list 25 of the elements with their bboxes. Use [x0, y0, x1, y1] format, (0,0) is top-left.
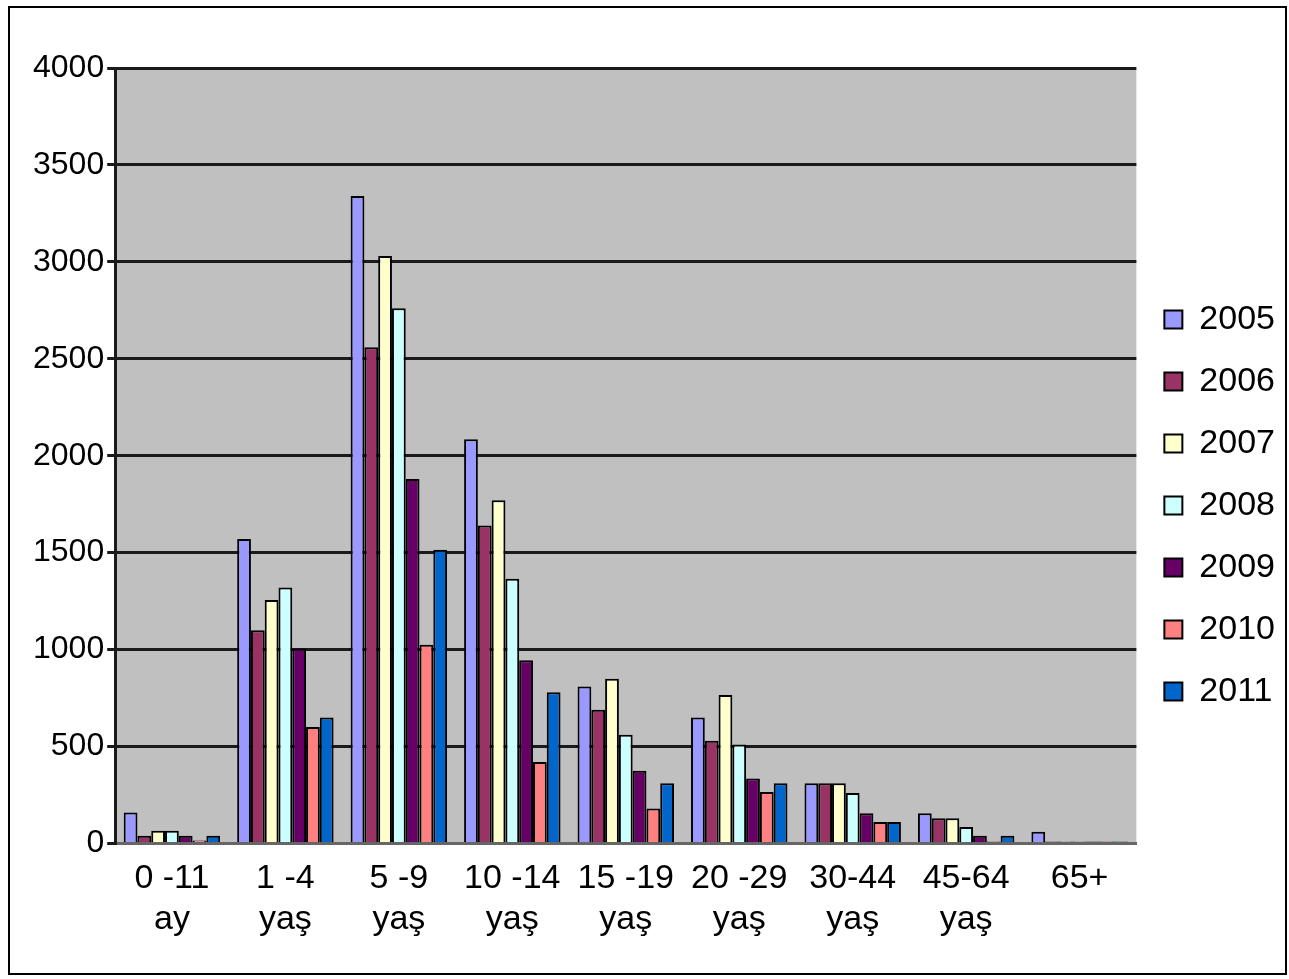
legend-label: 2005: [1199, 297, 1275, 336]
legend-label: 2009: [1199, 545, 1275, 584]
legend-label: 2006: [1199, 359, 1275, 398]
x-tick-label: 15 -19 yaş: [577, 857, 674, 936]
x-tick-label: 20 -29 yaş: [691, 857, 788, 936]
x-tick-label: 5 -9 yaş: [369, 857, 429, 936]
x-tick-label: 0 -11 ay: [134, 857, 210, 936]
y-tick-label: 3000: [33, 241, 105, 278]
y-tick-label: 1500: [33, 532, 105, 569]
legend-label: 2011: [1199, 669, 1273, 708]
legend-label: 2007: [1199, 421, 1275, 460]
x-tick-label: 65+: [1050, 857, 1109, 896]
x-tick-label: 1 -4 yaş: [256, 857, 315, 936]
legend-label: 2010: [1199, 607, 1275, 646]
y-tick-label: 2000: [33, 435, 105, 472]
y-tick-label: 1000: [33, 629, 105, 666]
y-tick-label: 500: [50, 726, 105, 763]
legend-label: 2008: [1199, 483, 1275, 522]
y-tick-label: 0: [86, 823, 105, 860]
x-tick-label: 10 -14 yaş: [464, 857, 561, 936]
x-tick-label: 30-44 yaş: [809, 857, 897, 936]
y-tick-label: 3500: [33, 144, 105, 181]
y-tick-label: 4000: [33, 47, 105, 84]
y-tick-label: 2500: [33, 338, 105, 375]
x-tick-label: 45-64 yaş: [922, 857, 1010, 936]
